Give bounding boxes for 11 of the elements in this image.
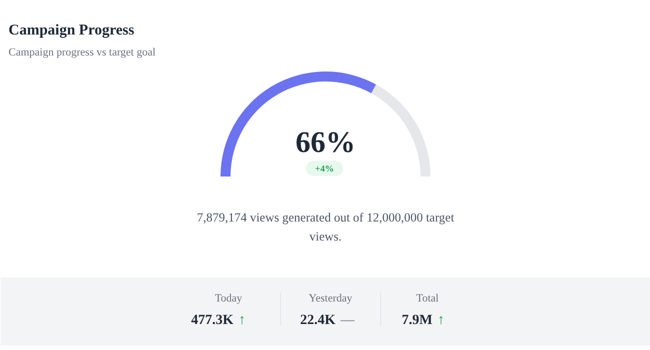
text: +4% [315, 164, 334, 174]
text: 7.9M ↑ [402, 313, 444, 328]
text: 477.3K ↑ [191, 313, 246, 328]
text: Campaign progress vs target goal [8, 46, 156, 58]
text: 22.4K — [300, 313, 356, 328]
text: Total [416, 292, 439, 304]
text: Yesterday [308, 292, 353, 304]
text: 7,879,174 views generated out of 12,000,000 target views. [196, 210, 455, 244]
text: Today [214, 292, 243, 304]
text: 66% [296, 126, 356, 159]
text: Campaign Progress [8, 22, 134, 38]
